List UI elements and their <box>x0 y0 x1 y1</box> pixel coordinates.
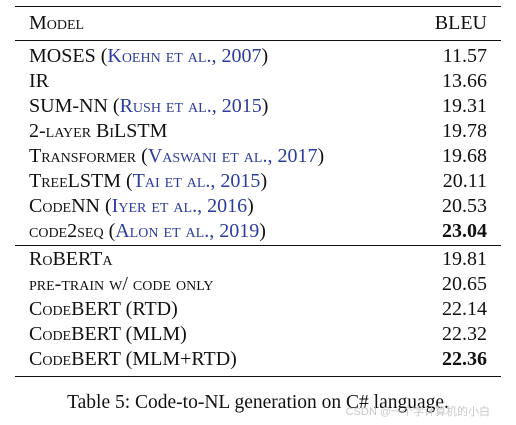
table-row: code2seq (Alon et al., 2019) 23.04 <box>15 219 501 244</box>
model-cell: TreeLSTM (Tai et al., 2015) <box>29 170 268 192</box>
model-cell: Transformer (Vaswani et al., 2017) <box>29 145 325 167</box>
table-row: CodeBERT (MLM) 22.32 <box>15 322 501 347</box>
model-cell: RoBERTa <box>29 247 112 272</box>
model-name: Transformer <box>29 145 137 167</box>
bleu-score: 22.36 <box>442 348 487 370</box>
bleu-score: 22.14 <box>442 298 487 320</box>
bottom-rule <box>15 376 501 377</box>
model-name: SUM-NN <box>29 95 108 117</box>
citation-link[interactable]: Koehn et al., 2007 <box>107 45 262 67</box>
top-rule <box>15 6 501 7</box>
model-cell: CodeBERT (MLM) <box>29 322 187 347</box>
header-model: Model <box>29 12 85 34</box>
results-table: Model BLEU MOSES (Koehn et al., 2007) 11.… <box>15 6 501 377</box>
model-cell: code2seq (Alon et al., 2019) <box>29 220 266 242</box>
table-row: CodeBERT (MLM+RTD) 22.36 <box>15 347 501 372</box>
model-name: code2seq <box>29 220 104 242</box>
table-row: IR 13.66 <box>15 69 501 94</box>
model-name: IR <box>29 70 49 92</box>
citation-link[interactable]: Tai et al., 2015 <box>132 170 261 192</box>
model-cell: MOSES (Koehn et al., 2007) <box>29 45 269 67</box>
model-name: pre-train w/ code only <box>29 273 214 295</box>
bleu-score: 20.53 <box>442 195 487 217</box>
model-cell: SUM-NN (Rush et al., 2015) <box>29 95 269 117</box>
table-row: CodeNN (Iyer et al., 2016) 20.53 <box>15 194 501 219</box>
table-row: pre-train w/ code only 20.65 <box>15 272 501 297</box>
bleu-score: 22.32 <box>442 323 487 345</box>
codebert-group: RoBERTa 19.81 pre-train w/ code only 20.65 C… <box>15 246 501 376</box>
bleu-score: 19.81 <box>442 248 487 270</box>
model-name: CodeNN <box>29 195 100 217</box>
header-metric: BLEU <box>434 12 487 34</box>
citation-link[interactable]: Alon et al., 2019 <box>115 220 260 242</box>
citation-link[interactable]: Rush et al., 2015 <box>119 95 262 117</box>
model-cell: CodeBERT (RTD) <box>29 297 178 322</box>
citation-link[interactable]: Iyer et al., 2016 <box>111 195 248 217</box>
bleu-score: 13.66 <box>442 70 487 92</box>
group-separator-rule <box>15 245 501 246</box>
table-row: Transformer (Vaswani et al., 2017) 19.68 <box>15 144 501 169</box>
bleu-score: 23.04 <box>442 220 487 242</box>
watermark: CSDN @一个学计算机的小白 <box>345 406 490 418</box>
table-row: CodeBERT (RTD) 22.14 <box>15 297 501 322</box>
model-cell: CodeNN (Iyer et al., 2016) <box>29 195 254 217</box>
bleu-score: 19.68 <box>442 145 487 167</box>
model-cell: IR <box>29 69 49 94</box>
bleu-score: 19.31 <box>442 95 487 117</box>
header-row: Model BLEU <box>15 7 501 40</box>
table-row: 2-layer BiLSTM 19.78 <box>15 119 501 144</box>
table-row: TreeLSTM (Tai et al., 2015) 20.11 <box>15 169 501 194</box>
table-row: RoBERTa 19.81 <box>15 247 501 272</box>
model-cell: pre-train w/ code only <box>29 272 213 297</box>
model-name: RoBERTa <box>29 248 113 270</box>
model-name: TreeLSTM <box>29 170 121 192</box>
bleu-score: 20.65 <box>442 273 487 295</box>
table-caption: Table 5: Code-to-NL generation on C# lan… <box>67 392 449 413</box>
model-cell: 2-layer BiLSTM <box>29 119 167 144</box>
bleu-score: 11.57 <box>442 45 487 67</box>
model-name: MOSES <box>29 45 96 67</box>
model-cell: CodeBERT (MLM+RTD) <box>29 347 237 372</box>
table-row: MOSES (Koehn et al., 2007) 11.57 <box>15 44 501 69</box>
header-rule <box>15 40 501 41</box>
bleu-score: 19.78 <box>442 120 487 142</box>
baseline-group: MOSES (Koehn et al., 2007) 11.57 IR 13.66 SU… <box>15 41 501 245</box>
table-row: SUM-NN (Rush et al., 2015) 19.31 <box>15 94 501 119</box>
bleu-score: 20.11 <box>442 170 487 192</box>
citation-link[interactable]: Vaswani et al., 2017 <box>147 145 318 167</box>
model-name: CodeBERT (MLM+RTD) <box>29 348 237 370</box>
model-name: CodeBERT (RTD) <box>29 298 178 320</box>
model-name: CodeBERT (MLM) <box>29 323 187 345</box>
model-name: 2-layer BiLSTM <box>29 120 168 142</box>
